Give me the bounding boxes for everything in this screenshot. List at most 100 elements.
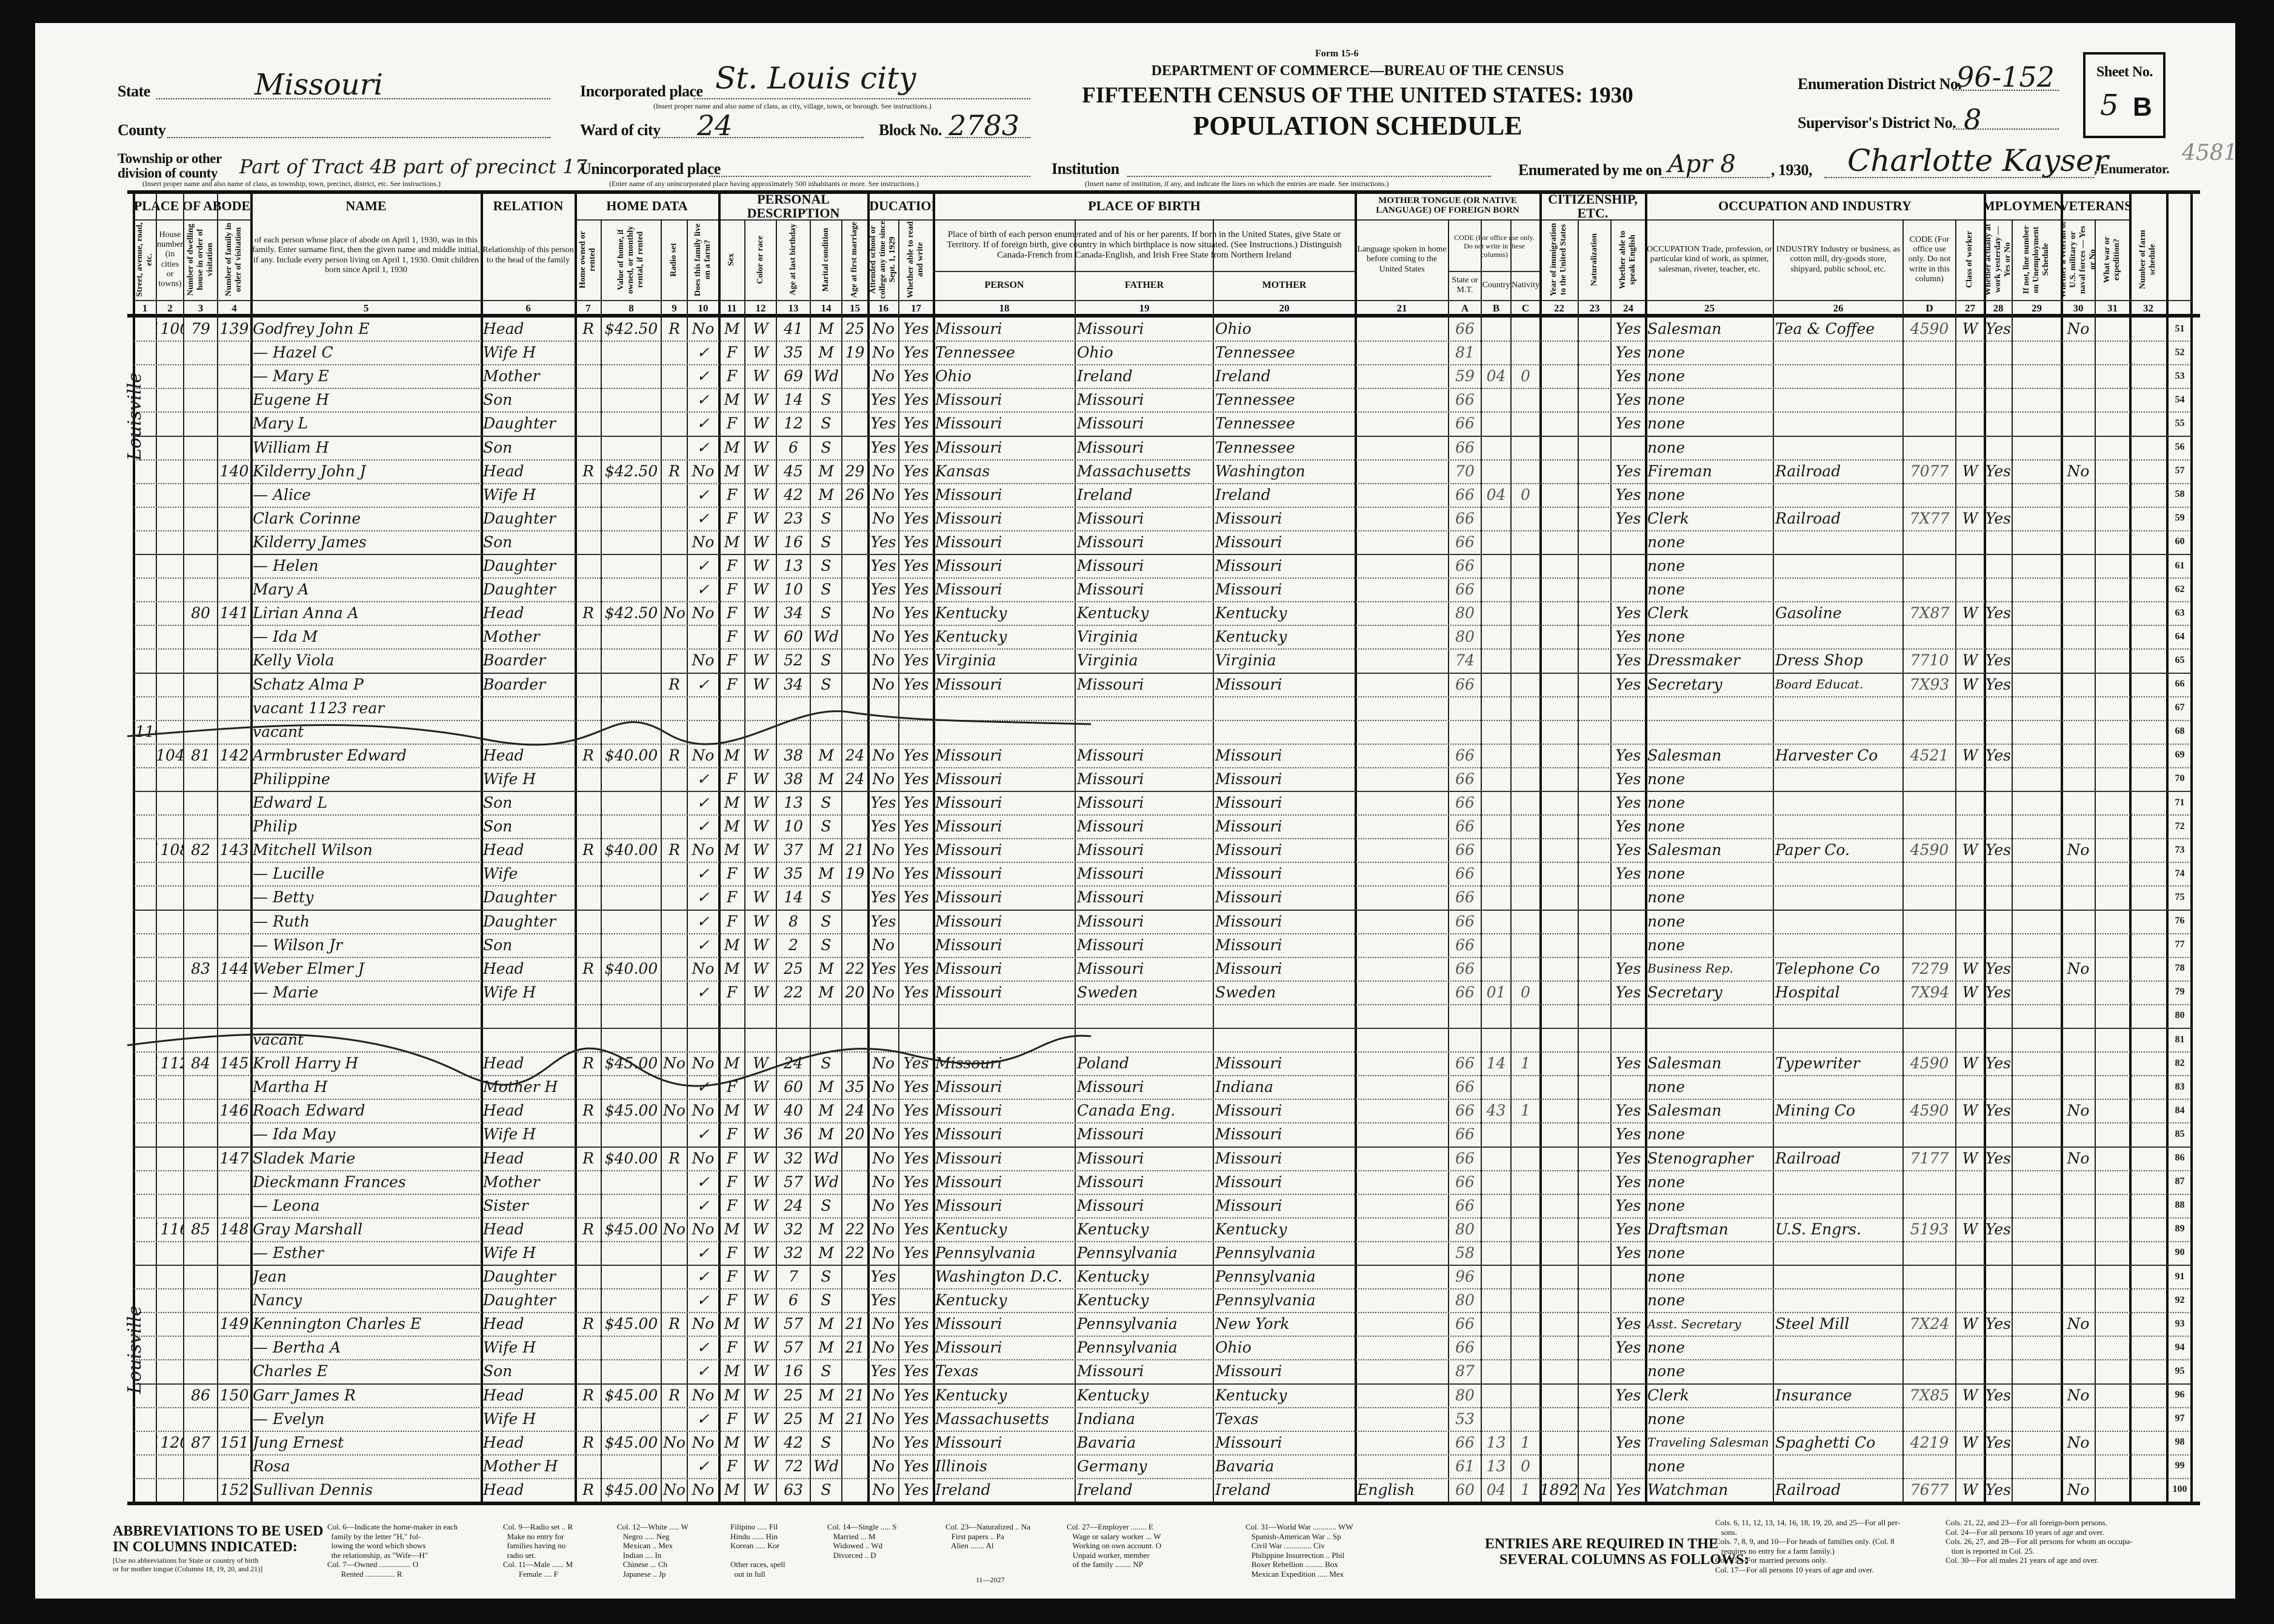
row-divider xyxy=(133,719,2191,721)
abbreviation-block: Col. 31—World War ............ WW Spanis… xyxy=(1245,1522,1353,1579)
cell-occupation: none xyxy=(1647,414,1685,433)
column-divider xyxy=(1902,219,1904,1502)
table-bottom-rule xyxy=(127,1502,2200,1505)
row-divider xyxy=(133,1075,2191,1077)
cell-sex: F xyxy=(726,414,738,433)
cell-speaks-english: Yes xyxy=(1615,367,1641,385)
column-group-header: HOME DATA xyxy=(606,198,688,214)
cell-marital: M xyxy=(818,344,834,362)
cell-age: 35 xyxy=(784,344,803,362)
cell-class-of-worker: W xyxy=(1962,509,1978,527)
column-number: 30 xyxy=(2073,302,2084,314)
cell-house-number: 1100 xyxy=(156,320,184,338)
cell-age-first-marriage: 26 xyxy=(845,485,865,504)
row-divider xyxy=(133,1099,2191,1100)
cell-sex: M xyxy=(724,438,740,456)
row-divider xyxy=(133,1193,2191,1195)
abbreviations-note: [Use no abbreviations for State or count… xyxy=(113,1556,263,1574)
row-divider xyxy=(133,388,2191,390)
block-value: 2783 xyxy=(949,109,1020,142)
cell-birthplace-mother: Missouri xyxy=(1215,509,1282,527)
cell-birthplace-person: Missouri xyxy=(935,581,1002,599)
row-divider xyxy=(133,1217,2191,1219)
cell-relation: Head xyxy=(483,604,524,622)
row-divider xyxy=(133,909,2191,911)
column-divider xyxy=(776,219,777,1502)
census-title: FIFTEENTH CENSUS OF THE UNITED STATES: 1… xyxy=(1082,83,1633,108)
column-header-text: State or M.T. xyxy=(1452,275,1478,295)
cell-dwelling-number: 80 xyxy=(191,604,210,622)
cell-name: — Helen xyxy=(253,557,319,575)
cell-birthplace-person: Missouri xyxy=(935,557,1002,575)
cell-industry: Tea & Coffee xyxy=(1775,320,1875,338)
group-rule xyxy=(1449,271,1540,272)
cell-age: 41 xyxy=(784,320,803,338)
column-divider xyxy=(2095,219,2096,1502)
entries-right: Cols. 21, 22, and 23—For all foreign-bor… xyxy=(1946,1518,2133,1565)
cell-farm: ✓ xyxy=(696,485,710,504)
incorporated-label: Incorporated place xyxy=(580,82,703,100)
cell-school: No xyxy=(872,462,895,480)
column-divider xyxy=(133,193,135,1502)
cell-occupation: none xyxy=(1647,391,1685,409)
cell-relation: Son xyxy=(483,438,513,456)
cell-code-a: 66 xyxy=(1455,320,1475,338)
column-divider xyxy=(1984,193,1986,1502)
cell-marital: M xyxy=(818,320,834,338)
cell-school: Yes xyxy=(870,391,896,409)
cell-age: 12 xyxy=(784,414,803,433)
cell-race: W xyxy=(753,462,769,480)
cell-school: No xyxy=(872,509,895,527)
township-label: Township or other division of county xyxy=(118,151,222,181)
institution-label: Institution xyxy=(1052,160,1119,178)
cell-literacy: Yes xyxy=(903,509,929,527)
incorporated-note: (Insert proper name and also name of cla… xyxy=(653,102,932,110)
cell-birthplace-person: Kansas xyxy=(935,462,990,480)
sheet-label: Sheet No. xyxy=(2096,64,2153,80)
column-number: 8 xyxy=(629,302,634,314)
cell-name: — Alice xyxy=(253,485,311,504)
cell-name: Kilderry John J xyxy=(253,462,366,480)
column-header-code-a: State or M.T. xyxy=(1449,271,1481,300)
cell-class-of-worker: W xyxy=(1962,462,1978,480)
cell-code-a: 66 xyxy=(1455,557,1475,575)
column-header-text: INDUSTRY Industry or business, as cotton… xyxy=(1776,245,1901,274)
cell-employed: Yes xyxy=(1986,462,2011,480)
abbreviation-block: Filipino ..... Fil Hindu ...... Hin Kore… xyxy=(730,1522,785,1579)
cell-literacy: Yes xyxy=(903,344,929,362)
cell-birthplace-person: Missouri xyxy=(935,509,1002,527)
cell-code-d: 4590 xyxy=(1910,320,1949,338)
cell-marital: S xyxy=(821,509,832,527)
column-divider xyxy=(2061,193,2063,1502)
column-divider xyxy=(1610,219,1612,1502)
entries-title: ENTRIES ARE REQUIRED IN THE SEVERAL COLU… xyxy=(1485,1536,1749,1568)
cell-race: W xyxy=(753,581,769,599)
column-divider xyxy=(156,193,157,1502)
cell-school: No xyxy=(872,344,895,362)
column-number: 15 xyxy=(850,302,860,314)
column-divider xyxy=(601,219,602,1502)
column-header-name: of each person whose place of abode on A… xyxy=(251,211,481,300)
cell-code-a: 66 xyxy=(1455,391,1475,409)
column-divider xyxy=(2012,219,2013,1502)
column-group-header: EDUCATION xyxy=(868,198,933,214)
cell-literacy: Yes xyxy=(903,414,929,433)
row-divider xyxy=(133,364,2191,366)
column-group-header: PLACE OF BIRTH xyxy=(1088,198,1201,214)
cell-line-number: 60 xyxy=(2175,536,2185,547)
birthplace-instructions: Place of birth of each person enumerated… xyxy=(947,229,1342,261)
print-code: 11—2027 xyxy=(976,1576,1005,1584)
cell-marital: S xyxy=(821,557,832,575)
cell-name: Eugene H xyxy=(253,391,329,409)
column-number: 21 xyxy=(1396,302,1407,314)
cell-marital: S xyxy=(821,581,832,599)
cell-sex: F xyxy=(726,367,738,385)
cell-sex: F xyxy=(726,509,738,527)
cell-marital: S xyxy=(821,533,832,551)
cell-birthplace-mother: Tennessee xyxy=(1215,391,1295,409)
group-rule xyxy=(933,219,1355,221)
township-note: (Insert proper name and also name of cla… xyxy=(142,179,441,188)
cell-occupation: none xyxy=(1647,581,1685,599)
cell-relation: Head xyxy=(483,320,524,338)
group-rule xyxy=(133,219,251,221)
